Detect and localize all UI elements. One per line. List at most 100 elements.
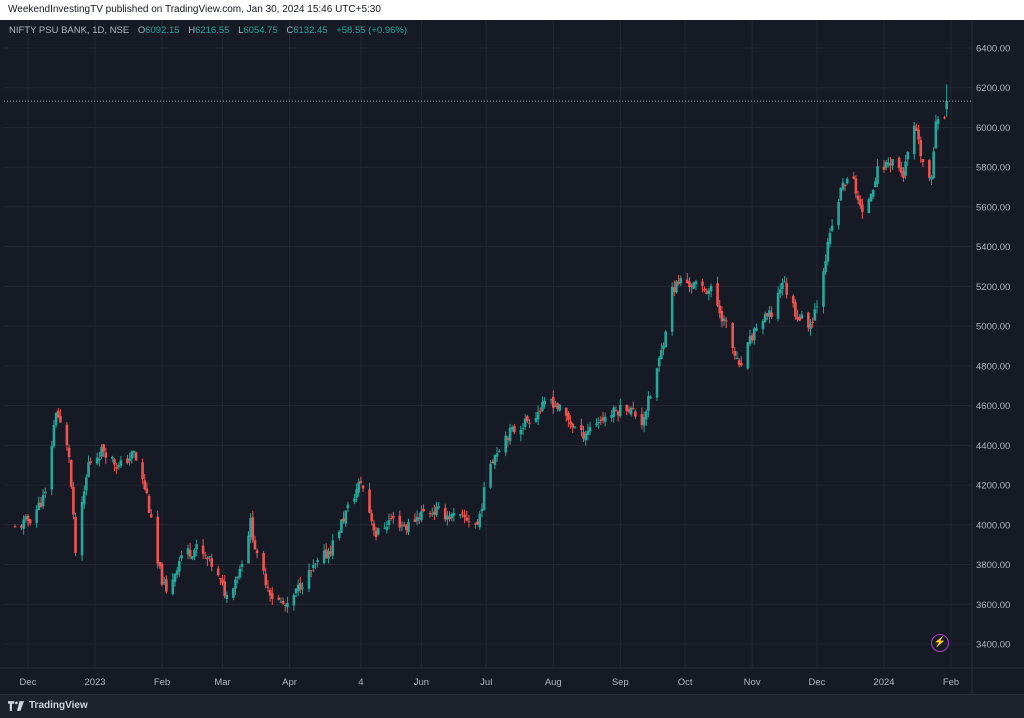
candle-body [474, 523, 477, 525]
x-tick-label: Feb [943, 677, 959, 688]
x-tick-label: 4 [358, 677, 363, 688]
candle-body [791, 295, 795, 304]
candle-body [314, 563, 317, 565]
candle-body [450, 513, 453, 519]
low-value: 6054.75 [243, 25, 278, 36]
candle-body [26, 515, 30, 521]
candle-body [709, 286, 713, 292]
candle-body [599, 419, 603, 421]
candle-body [906, 151, 910, 160]
publish-header: WeekendInvestingTV published on TradingV… [0, 0, 1024, 20]
candle-body [558, 404, 562, 411]
candle-body [221, 579, 224, 584]
candle-body [268, 590, 272, 596]
candlestick-chart[interactable]: 3400.00 3600.00 3800.00 4000.00 4200.00 4400.… [0, 20, 1024, 694]
y-tick-label: 5000.00 [976, 322, 1010, 333]
candle-body [232, 588, 235, 598]
candle-body [876, 165, 879, 185]
candle-body [208, 556, 211, 558]
candle-body [523, 418, 527, 427]
candle-body [675, 281, 678, 293]
candle-body [869, 194, 873, 202]
candle-body [353, 498, 356, 502]
candle-body [160, 563, 164, 585]
candle-body [374, 530, 378, 537]
candle-body [679, 278, 683, 284]
candle-body [41, 495, 45, 507]
candle-body [193, 549, 196, 557]
candle-body [113, 459, 116, 465]
candle-body [104, 452, 108, 458]
candle-body [921, 159, 925, 163]
chart-panel[interactable]: 3400.00 3600.00 3800.00 4000.00 4200.00 4400.… [0, 20, 1024, 694]
candle-body [415, 516, 419, 521]
candle-body [186, 548, 190, 555]
candle-body [837, 202, 840, 226]
candle-body [327, 551, 330, 559]
high-value: 6216.55 [195, 25, 230, 36]
candle-body [889, 163, 892, 166]
candle-body [80, 502, 84, 556]
candle-body [201, 545, 205, 554]
candle-body [722, 318, 726, 321]
candle-body [601, 417, 605, 421]
candle-body [448, 516, 451, 520]
candle-body [56, 410, 60, 418]
lightning-icon[interactable]: ⚡ [931, 634, 949, 652]
candle-body [655, 368, 659, 398]
candle-body [874, 181, 877, 188]
candle-body [815, 306, 819, 308]
candle-body [660, 349, 663, 359]
candle-body [543, 400, 546, 405]
candle-body [299, 583, 302, 590]
candle-body [35, 509, 38, 524]
candle-body [662, 345, 665, 350]
tradingview-brand[interactable]: TradingView [8, 700, 88, 711]
candle-body [175, 570, 179, 575]
candle-body [718, 305, 722, 314]
candle-body [861, 204, 864, 212]
candle-body [694, 281, 698, 285]
candle-body [28, 519, 32, 524]
candle-body [292, 595, 296, 606]
y-tick-label: 4600.00 [976, 401, 1010, 412]
candle-body [357, 482, 361, 493]
candle-body [858, 199, 862, 206]
candle-body [720, 310, 724, 322]
candle-body [616, 411, 620, 416]
candle-body [296, 584, 300, 592]
candle-body [322, 550, 326, 564]
candle-body [171, 579, 175, 594]
candle-body [376, 528, 380, 535]
x-tick-label: Sep [612, 677, 629, 688]
candle-body [768, 310, 771, 317]
candle-body [463, 514, 466, 518]
candle-body [761, 321, 765, 330]
candle-body [685, 279, 689, 284]
high-label: H [188, 25, 196, 36]
candle-body [584, 433, 587, 441]
candle-body [733, 350, 737, 356]
candle-body [899, 167, 903, 173]
y-tick-label: 4000.00 [976, 520, 1010, 531]
candle-body [225, 594, 229, 600]
candle-body [428, 513, 432, 515]
candle-body [65, 424, 69, 446]
candle-body [934, 121, 938, 149]
candle-body [882, 166, 886, 170]
candle-body [342, 518, 345, 522]
candle-body [13, 526, 17, 528]
candle-body [383, 527, 386, 529]
candle-body [629, 407, 633, 415]
candle-body [286, 602, 289, 608]
candle-body [707, 290, 711, 294]
candle-body [430, 513, 434, 515]
candle-body [344, 510, 348, 524]
x-tick-label: Aug [545, 677, 562, 688]
candle-body [610, 415, 613, 418]
candle-body [188, 549, 192, 557]
candle-body [400, 525, 404, 527]
candle-body [781, 282, 784, 290]
candle-body [705, 291, 709, 294]
candle-body [277, 597, 281, 600]
